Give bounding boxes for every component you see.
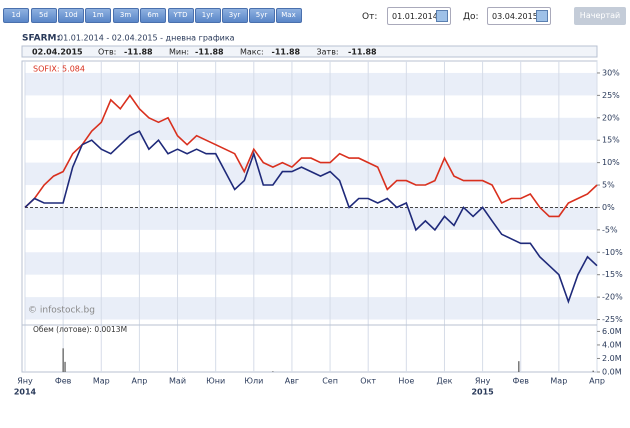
y-tick-label: 20%: [602, 113, 620, 122]
range-button[interactable]: YTD: [167, 8, 194, 23]
info-bar: [21, 45, 598, 58]
y-tick-label: -5%: [602, 225, 618, 234]
x-tick-label: Апр: [589, 377, 605, 386]
series-line: [24, 94, 598, 218]
y-tick-label: -15%: [602, 270, 623, 279]
y-tick-label: 15%: [602, 136, 620, 145]
to-label: До:: [463, 12, 479, 22]
legend-label: SOFIX: 5.084: [33, 65, 85, 74]
x-tick-label: Фев: [55, 377, 72, 386]
info-label: Макс:: [240, 48, 264, 57]
info-value: -11.88: [348, 48, 377, 57]
grid-band: [25, 72, 597, 96]
series-line: [24, 130, 598, 305]
range-button[interactable]: 5yr: [248, 8, 275, 23]
range-button[interactable]: 5d: [30, 8, 57, 23]
volume-bar: [592, 370, 594, 372]
x-tick-label: Яну: [475, 377, 491, 386]
volume-bar: [64, 361, 66, 372]
info-fields: Отв: -11.88 Мин: -11.88 Макс: -11.88 Затв: -11.…: [98, 48, 377, 57]
range-button[interactable]: 1m: [85, 8, 111, 23]
y-tick-label: 0.0M: [602, 368, 622, 377]
y-tick-label: 30%: [602, 68, 620, 77]
calendar-icon[interactable]: [536, 10, 548, 22]
x-tick-label: Мар: [93, 377, 110, 386]
from-value: 01.01.2014: [392, 12, 438, 21]
y-tick-label: 25%: [602, 91, 620, 100]
y-tick-label: 6.0M: [602, 327, 622, 336]
y-tick-label: 5%: [602, 181, 615, 190]
grid-band: [25, 117, 597, 141]
volume-bar: [518, 361, 520, 372]
grid-band: [25, 252, 597, 275]
x-tick-label: Апр: [132, 377, 148, 386]
grid-band: [25, 162, 597, 186]
y-tick-label: 2.0M: [602, 354, 622, 363]
y-tick-label: -25%: [602, 315, 623, 324]
info-value: -11.88: [195, 48, 224, 57]
chart: SFARM: 01.01.2014 - 02.04.2015 - дневна …: [14, 34, 623, 397]
x-tick-label: Май: [169, 377, 186, 386]
x-tick-label: Фев: [512, 377, 529, 386]
info-value: -11.88: [272, 48, 301, 57]
period: 01.01.2014 - 02.04.2015 - дневна графика: [58, 34, 235, 43]
x-tick-label: Ное: [398, 377, 414, 386]
volume-bar: [62, 348, 64, 372]
x-tick-label: Мар: [550, 377, 567, 386]
from-label: От:: [362, 12, 378, 22]
year-label: 2014: [14, 388, 37, 397]
from-input[interactable]: 01.01.2014: [387, 7, 451, 25]
volume-bar: [272, 371, 274, 372]
x-tick-label: Юни: [206, 377, 225, 386]
y-tick-label: -20%: [602, 293, 623, 302]
y-tick-label: 10%: [602, 158, 620, 167]
range-button[interactable]: 3yr: [221, 8, 248, 23]
range-button[interactable]: 1yr: [194, 8, 221, 23]
to-value: 03.04.2015: [492, 12, 538, 21]
x-tick-label: Юли: [244, 377, 263, 386]
x-tick-label: Сеп: [322, 377, 338, 386]
info-label: Мин:: [169, 48, 189, 57]
draw-button[interactable]: Начертай: [574, 7, 626, 25]
grid-band: [25, 207, 597, 230]
page: 1d 5d 10d 1m 3m 6m YTD 1yr 3yr 5yr Max От: 01.01.2…: [3, 7, 626, 397]
x-tick-label: Окт: [360, 377, 376, 386]
volume-title: Обем (лотове): 0.0013M: [33, 325, 127, 334]
range-button[interactable]: 1d: [3, 8, 29, 23]
range-button[interactable]: 3m: [112, 8, 139, 23]
range-button[interactable]: 10d: [58, 8, 84, 23]
range-button[interactable]: 6m: [140, 8, 166, 23]
info-date: 02.04.2015: [32, 48, 83, 57]
symbol: SFARM:: [22, 34, 60, 44]
plot: Яну Фев Мар Апр Май Юни Юли Авг Сеп Окт Ное Дек Яну Ф…: [14, 61, 623, 397]
info-label: Затв:: [317, 48, 339, 57]
x-tick-label: Дек: [436, 377, 452, 386]
y-tick-label: -10%: [602, 248, 623, 257]
calendar-icon[interactable]: [436, 10, 448, 22]
info-label: Отв:: [98, 48, 116, 57]
info-value: -11.88: [124, 48, 153, 57]
range-button[interactable]: Max: [275, 8, 302, 23]
grid-band: [25, 297, 597, 320]
x-tick-label: Яну: [17, 377, 33, 386]
year-label: 2015: [471, 388, 494, 397]
x-tick-label: Авг: [285, 377, 299, 386]
to-input[interactable]: 03.04.2015: [487, 7, 551, 25]
y-tick-label: 0%: [602, 203, 615, 212]
y-tick-label: 4.0M: [602, 340, 622, 349]
watermark: © infostock.bg: [28, 306, 95, 316]
